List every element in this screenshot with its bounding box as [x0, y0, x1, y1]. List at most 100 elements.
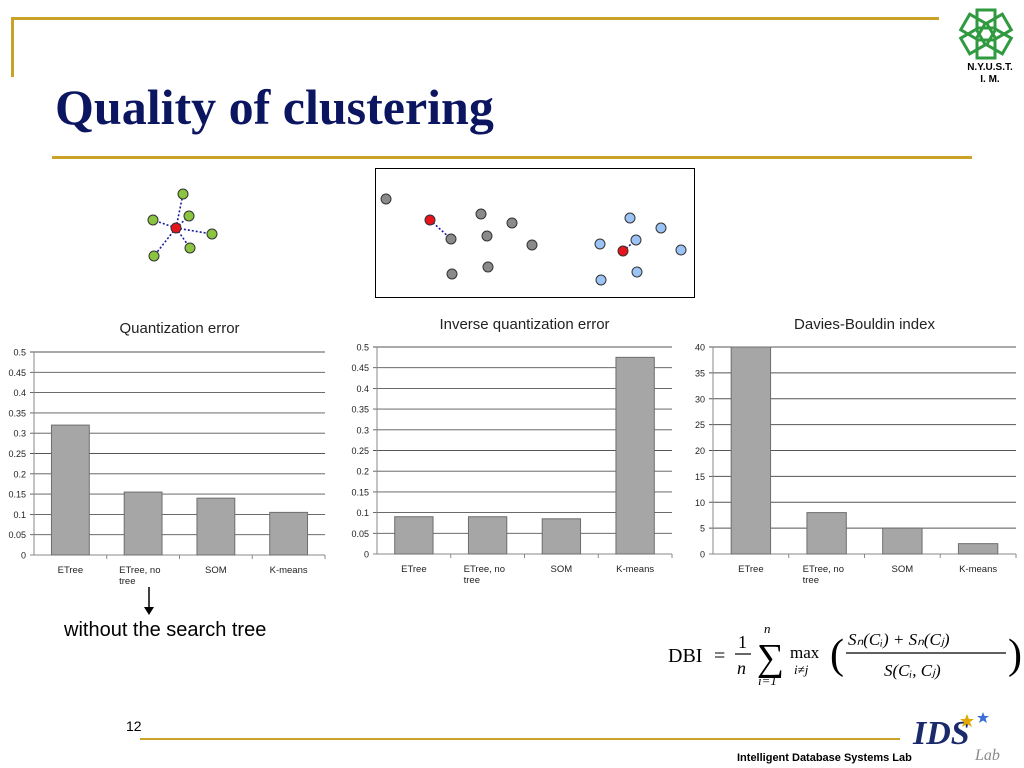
formula-denominator: S(Cᵢ, Cⱼ): [884, 661, 941, 680]
y-tick-label: 0: [364, 550, 369, 560]
lab-logo-subtext: Lab: [974, 747, 1000, 764]
data-point: [148, 250, 160, 262]
y-tick-label: 5: [700, 524, 705, 534]
y-tick-label: 40: [695, 343, 705, 353]
y-tick-label: 0.2: [356, 467, 369, 477]
lab-logo-text: IDS: [912, 715, 970, 752]
y-tick-label: 0.25: [8, 449, 26, 459]
data-point: [177, 188, 189, 200]
x-tick-label: ETree, no tree: [803, 564, 844, 586]
bar: [394, 516, 434, 555]
formula-n: n: [737, 658, 746, 678]
x-tick-label: SOM: [892, 564, 914, 575]
bar: [269, 511, 309, 556]
chart-title: Inverse quantization error: [439, 316, 609, 333]
x-tick-label: K-means: [270, 565, 308, 576]
x-tick-label: ETree, no tree: [119, 565, 160, 587]
bar: [123, 491, 163, 556]
data-point: [446, 268, 458, 280]
y-tick-label: 15: [695, 472, 705, 482]
logo-caption-line1: N.Y.U.S.T.: [967, 62, 1013, 73]
slide-frame-top: [11, 17, 939, 20]
annotation-text: without the search tree: [64, 619, 267, 641]
data-point: [445, 233, 457, 245]
data-point: [595, 274, 607, 286]
max-label: max: [790, 643, 820, 662]
davies-bouldin-chart: Davies-Bouldin index 0 5 10 15 20 25 30 35 40 ETre…: [695, 316, 1017, 586]
down-arrow-icon: [144, 587, 154, 615]
y-tick-label: 0.15: [351, 487, 369, 497]
slide-title: Quality of clustering: [55, 79, 494, 135]
bar: [50, 424, 90, 556]
data-point: [624, 212, 636, 224]
cluster-scatter-diagram: [375, 168, 695, 298]
y-tick-label: 0.05: [8, 530, 26, 540]
formula-one: 1: [738, 632, 747, 652]
lab-logo-icon: IDS Lab: [912, 712, 1000, 764]
y-tick-label: 0: [700, 550, 705, 560]
x-tick-label: SOM: [205, 565, 227, 576]
y-tick-label: 0.1: [356, 508, 369, 518]
y-tick-label: 0.25: [351, 446, 369, 456]
formula-equals: =: [714, 645, 725, 667]
star-icon: [960, 714, 974, 727]
bar: [882, 527, 923, 555]
x-tick-label: ETree, no tree: [464, 564, 505, 586]
link-line: [175, 215, 190, 229]
data-point: [655, 222, 667, 234]
lab-name: Intelligent Database Systems Lab: [737, 752, 912, 764]
y-tick-label: 0.35: [351, 405, 369, 415]
data-point: [184, 242, 196, 254]
logo-caption-line2: I. M.: [980, 74, 1000, 85]
y-tick-label: 0.5: [13, 348, 26, 358]
centroid-point: [170, 222, 182, 234]
formula-lhs: DBI: [668, 645, 702, 667]
x-tick-label: ETree: [401, 564, 427, 575]
bar: [957, 543, 999, 555]
y-tick-label: 10: [695, 498, 705, 508]
link-line: [153, 227, 177, 257]
x-tick-label: ETree: [738, 564, 764, 575]
y-tick-label: 0.3: [13, 429, 26, 439]
footer-divider: [140, 738, 900, 740]
page-number: 12: [126, 718, 142, 734]
cluster-star-diagram: [147, 188, 218, 262]
data-point: [475, 208, 487, 220]
chart-title: Davies-Bouldin index: [794, 316, 935, 333]
y-tick-label: 0.1: [13, 510, 26, 520]
y-tick-label: 0.45: [351, 363, 369, 373]
x-tick-label: K-means: [959, 564, 997, 575]
formula-numerator: Sₙ(Cᵢ) + Sₙ(Cⱼ): [848, 630, 950, 649]
y-tick-label: 25: [695, 420, 705, 430]
sum-icon: ∑: [757, 637, 784, 679]
y-tick-label: 0.5: [356, 343, 369, 353]
data-point: [506, 217, 518, 229]
y-tick-label: 0.15: [8, 490, 26, 500]
title-divider: [52, 156, 972, 159]
link-line: [175, 193, 184, 229]
bar: [730, 346, 772, 555]
data-point: [206, 228, 218, 240]
y-tick-label: 0.4: [356, 384, 369, 394]
star-icon: [977, 712, 989, 723]
y-tick-label: 0.35: [8, 408, 26, 418]
data-point: [675, 244, 687, 256]
cluster-scatter-svg: [380, 193, 687, 286]
logo-caption: N.Y.U.S.T. I. M.: [950, 62, 1024, 86]
y-tick-label: 0.45: [8, 368, 26, 378]
bar: [806, 512, 847, 555]
data-point: [183, 210, 195, 222]
data-point: [594, 238, 606, 250]
university-logo-icon: [958, 8, 1014, 60]
sum-upper: n: [764, 621, 771, 636]
dbi-formula: DBI = 1 n ∑ n i=1 max i≠j ( Sₙ(Cᵢ) + Sₙ(…: [668, 621, 1022, 688]
slide-frame-left: [11, 17, 14, 77]
data-point: [481, 230, 493, 242]
data-point: [380, 193, 392, 205]
sum-lower: i=1: [758, 673, 777, 688]
x-tick-label: K-means: [616, 564, 654, 575]
inverse-quantization-error-chart: Inverse quantization error 0 0.05 0.1 0.15 0.…: [351, 316, 673, 586]
data-point: [526, 239, 538, 251]
bar: [196, 497, 236, 556]
paren-left-icon: (: [830, 632, 844, 678]
